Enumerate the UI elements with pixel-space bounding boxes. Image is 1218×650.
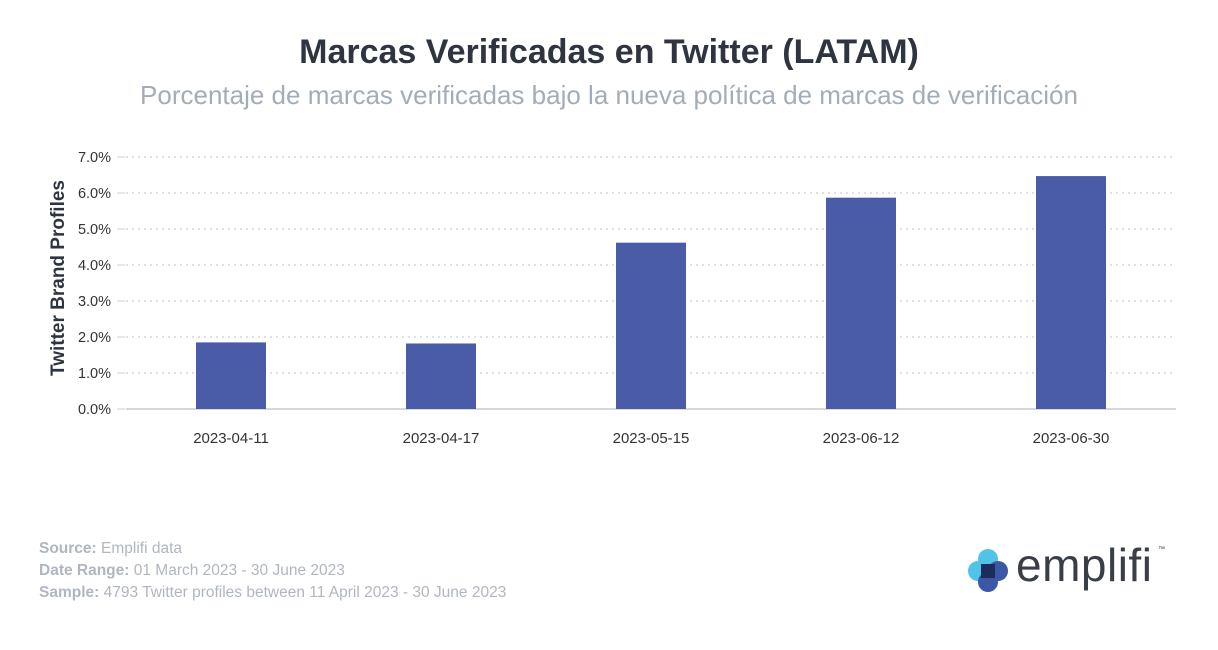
chart-footer: Source: Emplifi data Date Range: 01 Marc… (39, 538, 506, 604)
chart-title: Marcas Verificadas en Twitter (LATAM) (299, 33, 919, 71)
footer-date-range: Date Range: 01 March 2023 - 30 June 2023 (39, 562, 345, 579)
y-tick-label: 4.0% (78, 258, 111, 274)
emplifi-logo-text: emplifi (1016, 539, 1153, 591)
footer-source: Source: Emplifi data (39, 540, 183, 557)
y-tick-label: 0.0% (78, 402, 111, 418)
y-tick-label: 2.0% (78, 330, 111, 346)
y-tick-label: 3.0% (78, 294, 111, 310)
x-tick-label: 2023-05-15 (613, 430, 690, 447)
trademark-symbol: ™ (1158, 546, 1165, 553)
emplifi-logo-icon (968, 549, 1008, 592)
bar (406, 343, 476, 409)
bar (196, 342, 266, 409)
x-tick-label: 2023-06-12 (823, 430, 900, 447)
y-tick-label: 7.0% (78, 150, 111, 166)
y-tick-label: 1.0% (78, 366, 111, 382)
chart-subtitle: Porcentaje de marcas verificadas bajo la… (140, 80, 1078, 110)
x-tick-label: 2023-04-17 (403, 430, 480, 447)
bar-chart: 0.0% 1.0% 2.0% 3.0% 4.0% 5.0% 6.0% 7.0% 2023-04-… (78, 150, 1176, 447)
bar (826, 197, 896, 409)
y-tick-label: 6.0% (78, 186, 111, 202)
footer-sample: Sample: 4793 Twitter profiles between 11… (39, 584, 507, 601)
bar (1036, 176, 1106, 409)
y-tick-label: 5.0% (78, 222, 111, 238)
x-tick-label: 2023-06-30 (1033, 430, 1110, 447)
bar (616, 242, 686, 409)
x-tick-label: 2023-04-11 (193, 430, 269, 447)
